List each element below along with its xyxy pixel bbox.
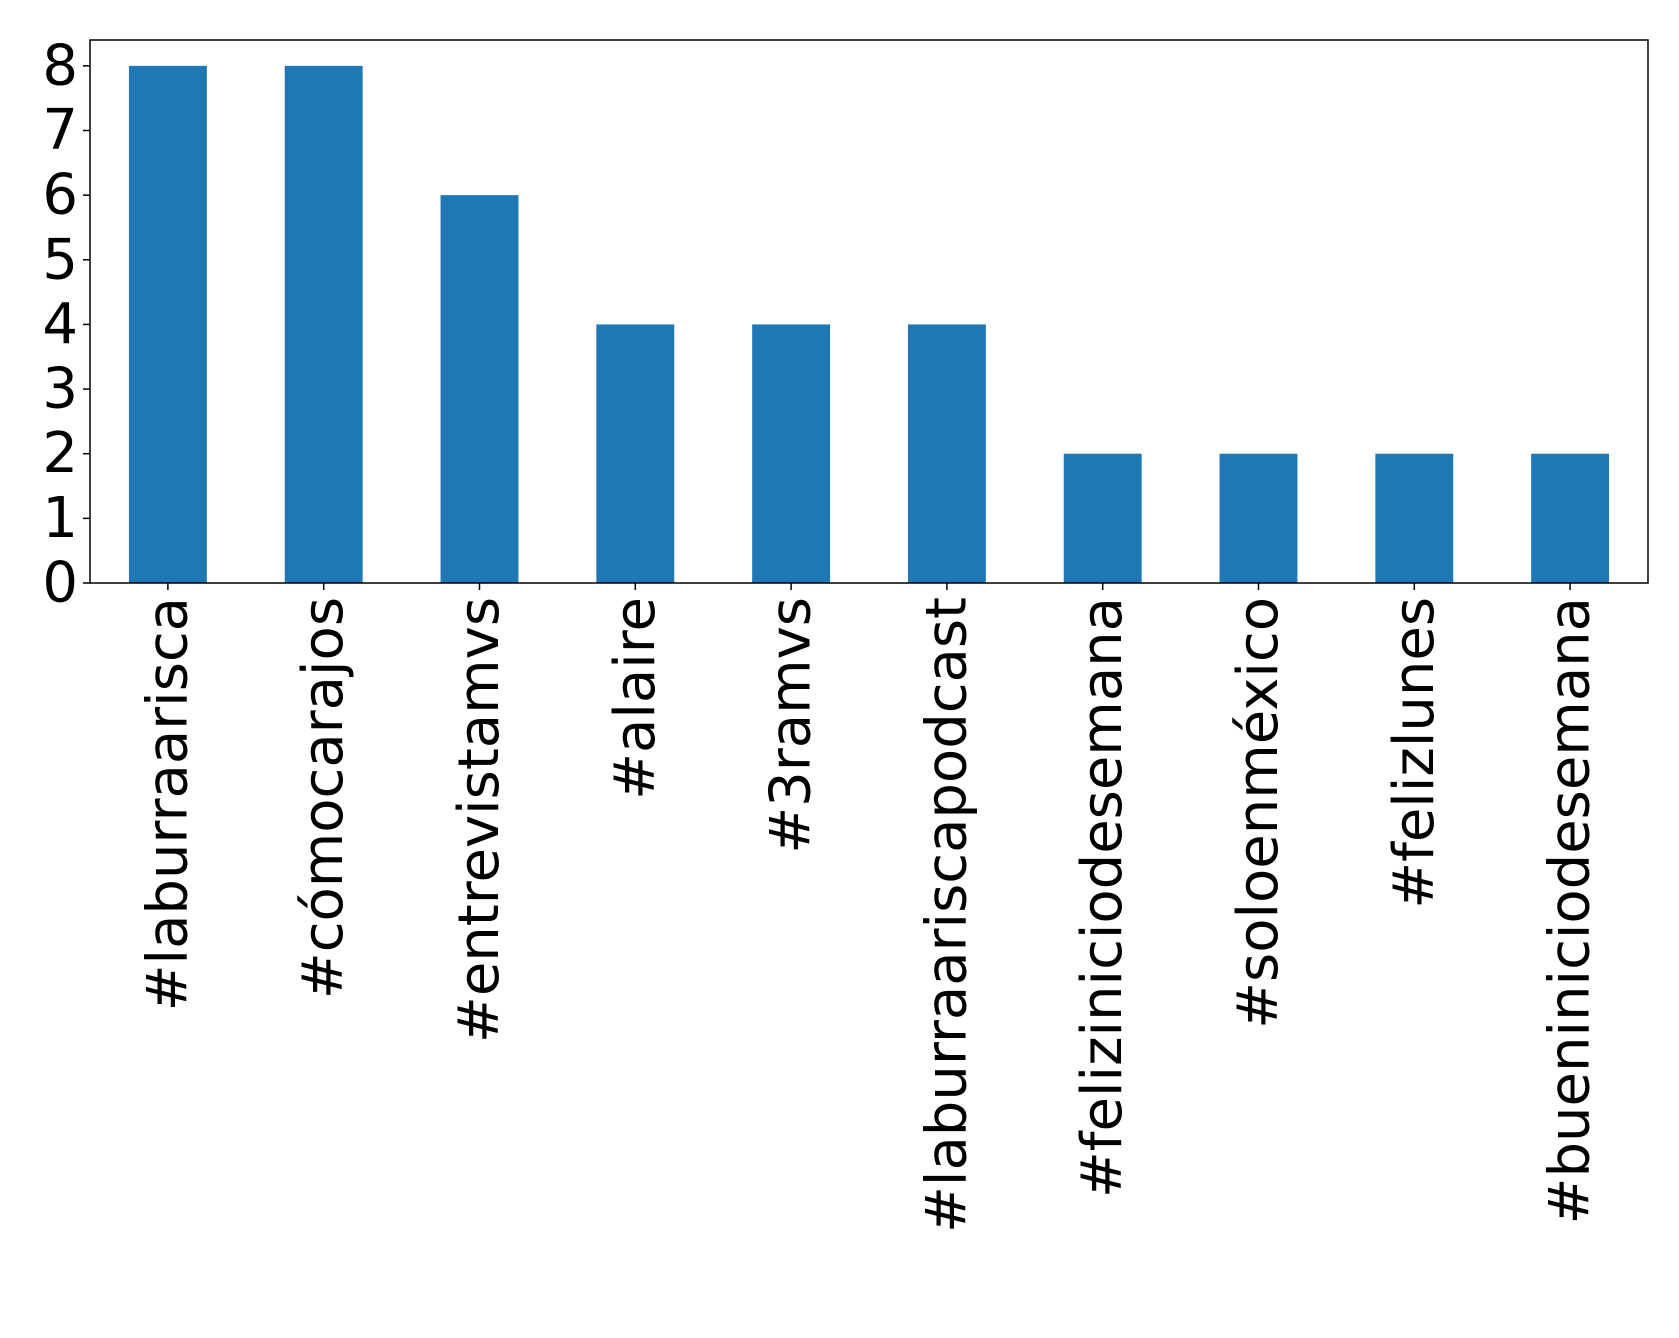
bar-4	[752, 324, 831, 583]
x-axis: #laburraarisca #cómocarajos #entrevistamvs…	[135, 583, 1603, 1233]
bar-7	[1219, 453, 1298, 583]
y-tick-label-6: 6	[42, 163, 78, 228]
bars-layer	[128, 65, 1610, 584]
y-tick-label-5: 5	[42, 227, 78, 292]
x-tick-label-7: #soloenméxico	[1226, 597, 1291, 1029]
bar-6	[1063, 453, 1142, 583]
x-tick-label-2: #entrevistamvs	[447, 597, 512, 1043]
bar-5	[907, 324, 986, 583]
x-tick-label-3: #alaire	[603, 597, 668, 800]
y-tick-label-8: 8	[42, 33, 78, 98]
y-tick-label-2: 2	[42, 421, 78, 486]
y-tick-label-4: 4	[42, 292, 78, 357]
bar-0	[128, 65, 207, 584]
plot-frame	[89, 39, 1649, 584]
y-tick-label-7: 7	[42, 98, 78, 163]
y-tick-label-1: 1	[42, 486, 78, 551]
x-tick-label-1: #cómocarajos	[291, 597, 356, 999]
bar-3	[596, 324, 675, 583]
bar-8	[1375, 453, 1454, 583]
x-tick-label-6: #feliziniciodesemana	[1070, 597, 1135, 1198]
x-tick-label-8: #felizlunes	[1382, 597, 1447, 909]
y-tick-label-3: 3	[42, 357, 78, 422]
bar-2	[440, 195, 519, 583]
x-tick-label-5: #laburraariscapodcast	[914, 597, 979, 1233]
x-tick-label-4: #3ramvs	[759, 597, 824, 854]
x-tick-label-9: #bueniniciodesemana	[1538, 597, 1603, 1224]
bar-1	[284, 65, 363, 584]
x-tick-label-0: #laburraarisca	[135, 597, 200, 1011]
bar-9	[1531, 453, 1610, 583]
y-tick-label-0: 0	[42, 551, 78, 616]
